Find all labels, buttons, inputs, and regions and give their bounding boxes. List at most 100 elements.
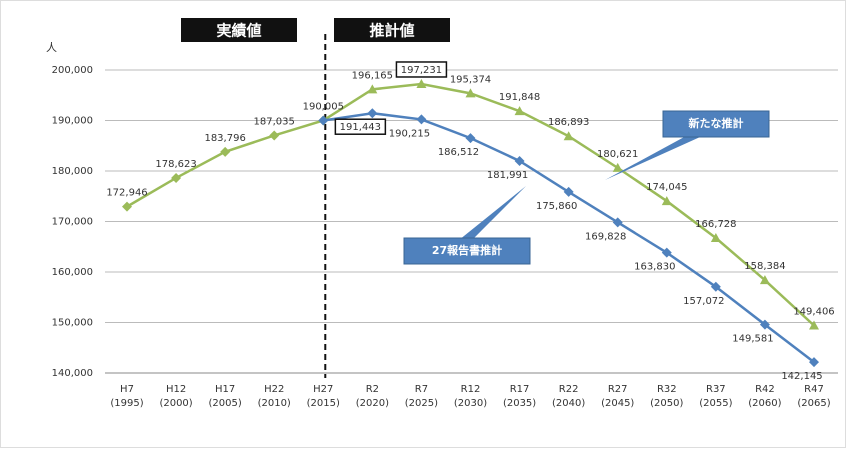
x-tick-label: H7 [120,384,134,395]
x-tick-label: H22 [264,384,284,395]
x-tick-label: R7 [415,384,428,395]
highlight-box [395,61,448,78]
point [563,131,574,141]
x-tick-label: R22 [559,384,579,395]
legend-label: 27報告書推計 [432,243,502,257]
callout-box [662,110,770,138]
y-axis-label: 人 [46,41,57,54]
y-tick-label: 170,000 [52,217,93,228]
header-box [334,18,450,42]
point [465,88,476,98]
x-tick-label: (2030) [454,398,487,409]
data-label: 149,581 [732,334,773,345]
y-tick-label: 160,000 [52,267,93,278]
data-label: 163,830 [634,262,675,273]
x-tick-label: R37 [706,384,726,395]
x-tick-label: (2045) [601,398,634,409]
x-tick-label: (2010) [258,398,291,409]
x-tick-label: H27 [313,384,333,395]
callout-pointer [605,137,701,180]
x-tick-label: (2065) [797,398,830,409]
x-tick-label: (2020) [356,398,389,409]
x-tick-label: (2055) [699,398,732,409]
point [809,357,819,368]
data-label: 174,045 [646,182,687,193]
x-tick-label: (2015) [307,398,340,409]
data-label: 180,621 [597,149,638,160]
data-label: 187,035 [254,116,295,127]
data-label: 195,374 [450,74,491,85]
data-label: 181,991 [487,170,528,181]
legend-label: 新たな推計 [689,116,744,130]
point [416,114,427,125]
highlight-box [334,118,387,135]
data-label: 186,512 [438,147,479,158]
data-label: 190,005 [303,101,344,112]
data-label: 197,231 [401,65,442,76]
data-label: 158,384 [744,261,785,272]
x-tick-label: R32 [657,384,677,395]
point [367,108,378,119]
x-tick-label: R12 [461,384,481,395]
y-tick-label: 200,000 [52,65,93,76]
point [514,155,525,166]
data-label: 175,860 [536,201,577,212]
x-tick-label: R42 [755,384,775,395]
data-label: 169,828 [585,231,626,242]
point [171,172,182,183]
x-tick-label: H12 [166,384,186,395]
x-tick-label: R27 [608,384,628,395]
y-tick-label: 150,000 [52,318,93,329]
point [318,115,329,126]
point [661,247,672,258]
data-label: 196,165 [352,70,393,81]
point [269,130,280,141]
x-tick-label: (2025) [405,398,438,409]
x-tick-label: R17 [510,384,530,395]
point [612,162,623,172]
data-label: 166,728 [695,219,736,230]
x-tick-label: R2 [366,384,379,395]
point [759,319,770,330]
data-label: 190,215 [389,128,430,139]
point [514,106,525,116]
x-tick-label: (2050) [650,398,683,409]
x-tick-label: (2060) [748,398,781,409]
x-tick-label: R47 [804,384,824,395]
x-tick-label: (2040) [552,398,585,409]
data-label: 186,893 [548,117,589,128]
data-label: 157,072 [683,296,724,307]
data-label: 191,848 [499,92,540,103]
header: 推計値 [369,22,414,40]
x-tick-label: (2035) [503,398,536,409]
x-tick-label: (2000) [159,398,192,409]
y-tick-label: 180,000 [52,166,93,177]
y-tick-label: 140,000 [52,368,93,379]
point [809,320,819,330]
data-label: 172,946 [106,188,147,199]
point [367,84,378,94]
data-label: 191,443 [340,122,381,133]
point [612,217,623,228]
point [122,201,132,212]
y-tick-label: 190,000 [52,116,93,127]
data-label: 142,145 [781,371,822,382]
x-tick-label: H17 [215,384,235,395]
point [220,146,231,157]
header-box [181,18,297,42]
x-tick-label: (1995) [110,398,143,409]
callout-box [403,237,531,265]
point [416,78,427,88]
point [710,233,721,243]
x-tick-label: (2005) [209,398,242,409]
data-label: 178,623 [155,159,196,170]
header: 実績値 [216,22,261,40]
point [465,133,476,144]
data-label: 149,406 [793,306,834,317]
data-label: 183,796 [204,133,245,144]
point [710,281,721,292]
point [661,196,672,206]
point [759,275,770,285]
point [563,186,574,197]
